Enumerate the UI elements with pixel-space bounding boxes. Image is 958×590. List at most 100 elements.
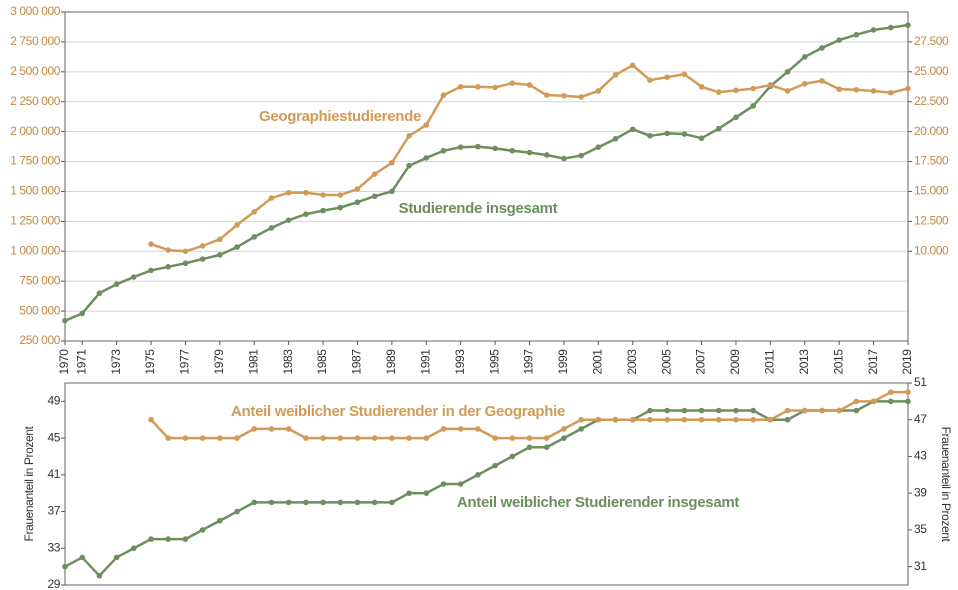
data-point xyxy=(836,86,842,92)
data-point xyxy=(698,135,705,142)
data-point xyxy=(337,204,344,211)
x-tick-label: 1989 xyxy=(384,349,398,375)
y-tick-label: 750 000 xyxy=(19,273,60,287)
data-point xyxy=(389,499,395,506)
data-point xyxy=(234,508,240,515)
data-point xyxy=(905,22,911,28)
data-point xyxy=(681,71,688,78)
data-point xyxy=(268,426,275,432)
x-tick-label: 2015 xyxy=(831,349,845,375)
data-point xyxy=(182,435,189,441)
data-point xyxy=(887,398,894,405)
data-point xyxy=(526,435,533,441)
y-tick-label: 1 750 000 xyxy=(10,154,61,168)
y2-axis-label: Frauenanteil in Prozent xyxy=(939,427,953,543)
data-point xyxy=(148,241,154,247)
data-point xyxy=(887,24,894,31)
data-point xyxy=(887,389,894,395)
data-point xyxy=(715,89,722,95)
y-tick-label: 3 000 000 xyxy=(10,4,61,18)
data-point xyxy=(251,234,258,240)
data-point xyxy=(784,69,791,75)
x-tick-label: 2019 xyxy=(900,349,914,375)
y-tick-label: 45 xyxy=(47,430,60,444)
data-point xyxy=(767,82,774,88)
x-tick-label: 2001 xyxy=(590,349,604,375)
y-axis-label: Frauenanteil in Prozent xyxy=(22,425,36,541)
data-point xyxy=(440,147,447,154)
data-point xyxy=(182,260,189,267)
data-point xyxy=(303,499,309,506)
y-tick-label: 2 500 000 xyxy=(10,64,61,78)
x-tick-label: 2003 xyxy=(625,349,639,375)
data-point xyxy=(148,536,154,542)
y-tick-label: 41 xyxy=(47,467,60,481)
data-point xyxy=(853,31,860,38)
data-point xyxy=(561,426,567,432)
data-point xyxy=(647,77,653,83)
data-point xyxy=(303,211,309,217)
data-point xyxy=(354,499,361,506)
data-point xyxy=(870,27,877,33)
data-point xyxy=(268,225,275,231)
data-point xyxy=(62,317,68,324)
y-tick-label: 250 000 xyxy=(19,333,60,347)
x-tick-label: 2011 xyxy=(763,349,777,374)
y2-tick-label: 31 xyxy=(914,559,927,573)
data-point xyxy=(423,122,430,128)
x-tick-label: 1983 xyxy=(281,349,295,375)
y2-tick-label: 20.000 xyxy=(914,124,949,138)
x-tick-label: 2005 xyxy=(659,349,673,375)
data-point xyxy=(371,193,378,200)
data-point xyxy=(853,407,860,414)
data-point xyxy=(543,152,550,158)
data-point xyxy=(647,133,653,139)
x-tick-label: 2007 xyxy=(694,349,708,375)
data-point xyxy=(148,416,154,423)
data-point xyxy=(389,188,395,195)
data-point xyxy=(543,92,550,98)
data-point xyxy=(715,125,722,132)
data-point xyxy=(320,435,326,441)
data-point xyxy=(234,435,240,441)
data-point xyxy=(715,416,722,423)
data-point xyxy=(440,481,447,487)
data-point xyxy=(647,407,653,414)
data-point xyxy=(801,54,808,60)
y-tick-label: 2 000 000 xyxy=(10,124,61,138)
y2-tick-label: 43 xyxy=(914,449,927,463)
data-point xyxy=(79,310,86,317)
data-point xyxy=(664,416,670,423)
data-point xyxy=(526,82,533,88)
y-tick-label: 1 500 000 xyxy=(10,184,61,198)
x-tick-label: 2009 xyxy=(728,349,742,375)
data-point xyxy=(62,563,68,570)
data-point xyxy=(905,398,911,405)
data-point xyxy=(836,37,842,43)
data-point xyxy=(733,114,739,121)
data-point xyxy=(819,407,825,414)
data-point xyxy=(681,407,688,414)
data-point xyxy=(320,499,326,506)
data-point xyxy=(440,426,447,432)
data-point xyxy=(578,426,584,432)
data-point xyxy=(389,435,395,441)
data-point xyxy=(371,435,378,441)
data-point xyxy=(492,145,498,152)
data-point xyxy=(819,45,825,51)
data-point xyxy=(457,481,464,487)
data-point xyxy=(475,143,481,150)
y-tick-label: 33 xyxy=(47,540,60,554)
data-point xyxy=(217,517,223,524)
data-point xyxy=(561,92,567,99)
data-point xyxy=(475,83,481,90)
data-point xyxy=(285,426,292,432)
data-point xyxy=(681,131,688,137)
data-point xyxy=(526,444,533,451)
data-point xyxy=(475,426,481,432)
data-point xyxy=(217,252,223,258)
data-point xyxy=(853,398,860,405)
data-point xyxy=(578,416,584,423)
data-point xyxy=(217,236,223,243)
data-point xyxy=(268,499,275,506)
